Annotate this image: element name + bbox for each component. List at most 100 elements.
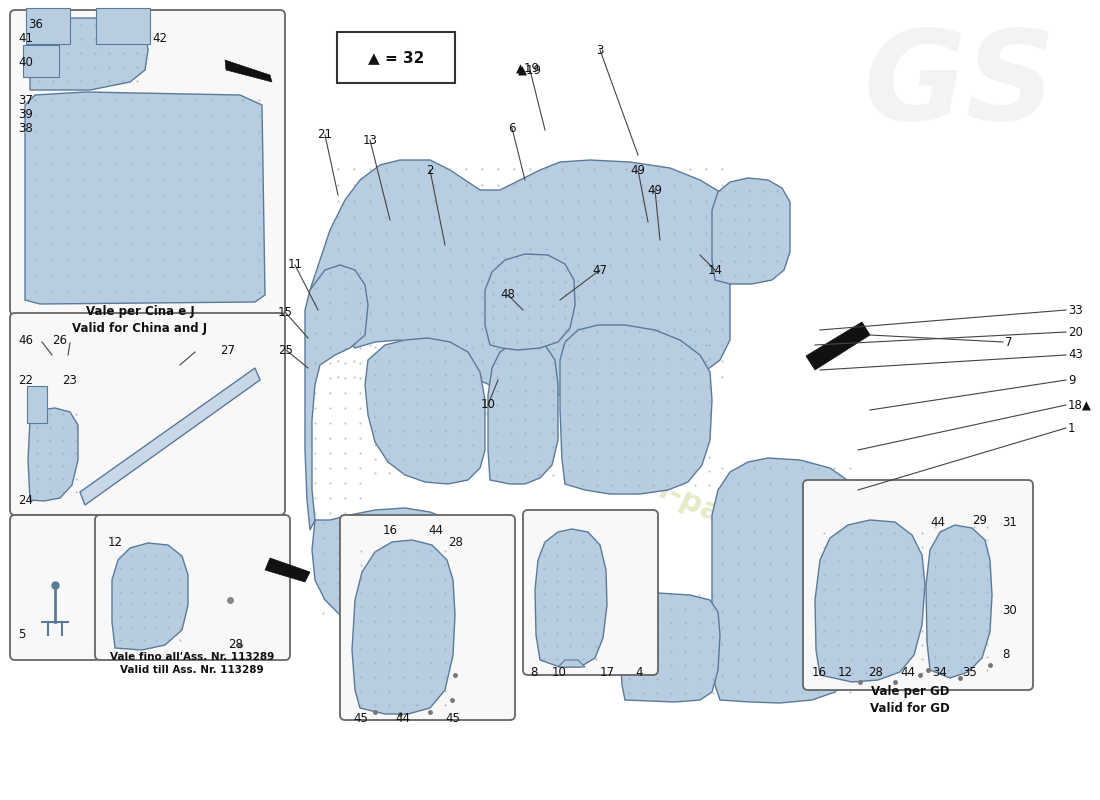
- Text: 5: 5: [18, 629, 25, 642]
- Text: 1: 1: [1068, 422, 1076, 434]
- Text: ▲ = 32: ▲ = 32: [367, 50, 425, 66]
- Text: 44: 44: [428, 523, 443, 537]
- Polygon shape: [80, 368, 260, 505]
- Text: 18▲: 18▲: [1068, 398, 1092, 411]
- Polygon shape: [112, 543, 188, 650]
- Text: 34: 34: [932, 666, 947, 678]
- Text: 4: 4: [635, 666, 642, 678]
- Polygon shape: [815, 520, 925, 682]
- Text: 7: 7: [1005, 335, 1012, 349]
- Text: 43: 43: [1068, 349, 1082, 362]
- Text: 42: 42: [152, 31, 167, 45]
- Text: 28: 28: [228, 638, 243, 651]
- Polygon shape: [28, 408, 78, 501]
- Polygon shape: [305, 265, 369, 530]
- Text: 37: 37: [18, 94, 33, 106]
- Text: 44: 44: [930, 515, 945, 529]
- Text: Vale fino all'Ass. Nr. 113289
Valid till Ass. Nr. 113289: Vale fino all'Ass. Nr. 113289 Valid till…: [110, 652, 274, 675]
- Text: 49: 49: [630, 163, 646, 177]
- Text: classym.ferrari-parts: classym.ferrari-parts: [430, 370, 770, 550]
- Text: 26: 26: [52, 334, 67, 346]
- Text: 45: 45: [353, 711, 367, 725]
- FancyBboxPatch shape: [803, 480, 1033, 690]
- Text: 28: 28: [448, 535, 463, 549]
- Text: 10: 10: [481, 398, 495, 411]
- FancyBboxPatch shape: [337, 32, 455, 83]
- Text: 39: 39: [18, 107, 33, 121]
- Text: 6: 6: [508, 122, 516, 134]
- FancyBboxPatch shape: [10, 313, 285, 515]
- Text: ▲19: ▲19: [516, 62, 540, 74]
- Text: 15: 15: [277, 306, 293, 318]
- Text: 31: 31: [1002, 515, 1016, 529]
- Polygon shape: [712, 458, 858, 703]
- Text: 46: 46: [18, 334, 33, 346]
- Polygon shape: [226, 60, 272, 82]
- Text: 8: 8: [1002, 649, 1010, 662]
- Text: 11: 11: [287, 258, 303, 271]
- Text: 17: 17: [600, 666, 615, 678]
- Polygon shape: [25, 92, 265, 304]
- Text: 44: 44: [395, 711, 410, 725]
- Text: 24: 24: [18, 494, 33, 506]
- Text: 40: 40: [18, 55, 33, 69]
- Text: 2: 2: [427, 163, 433, 177]
- Text: 16: 16: [383, 523, 398, 537]
- Polygon shape: [488, 340, 558, 484]
- FancyBboxPatch shape: [23, 45, 59, 77]
- Text: 38: 38: [18, 122, 33, 134]
- Text: 14: 14: [707, 263, 723, 277]
- Polygon shape: [352, 540, 455, 714]
- Text: 25: 25: [278, 343, 294, 357]
- Polygon shape: [926, 525, 992, 678]
- Text: 27: 27: [220, 343, 235, 357]
- Text: 9: 9: [1068, 374, 1076, 386]
- Text: Vale per Cina e J
Valid for China and J: Vale per Cina e J Valid for China and J: [73, 305, 208, 335]
- Text: 45: 45: [446, 711, 460, 725]
- FancyBboxPatch shape: [96, 8, 150, 44]
- Polygon shape: [558, 660, 585, 667]
- Text: 30: 30: [1002, 603, 1016, 617]
- Text: 3: 3: [596, 43, 604, 57]
- Text: Vale per GD
Valid for GD: Vale per GD Valid for GD: [870, 685, 950, 715]
- Text: 29: 29: [972, 514, 987, 526]
- Text: 12: 12: [108, 535, 123, 549]
- Polygon shape: [712, 178, 790, 284]
- Polygon shape: [806, 322, 870, 370]
- Text: 8: 8: [530, 666, 538, 678]
- Polygon shape: [620, 593, 721, 702]
- Polygon shape: [312, 508, 472, 625]
- Polygon shape: [265, 558, 310, 582]
- FancyBboxPatch shape: [10, 515, 100, 660]
- Text: 28: 28: [868, 666, 883, 678]
- Text: 23: 23: [62, 374, 77, 386]
- Text: 20: 20: [1068, 326, 1082, 338]
- FancyBboxPatch shape: [10, 10, 285, 315]
- Text: 35: 35: [962, 666, 977, 678]
- Text: 44: 44: [900, 666, 915, 678]
- FancyBboxPatch shape: [522, 510, 658, 675]
- FancyBboxPatch shape: [95, 515, 290, 660]
- Polygon shape: [485, 254, 575, 350]
- Text: 16: 16: [812, 666, 827, 678]
- Text: 49: 49: [648, 183, 662, 197]
- FancyBboxPatch shape: [26, 8, 70, 44]
- Polygon shape: [560, 325, 712, 494]
- Text: ▲19: ▲19: [518, 63, 542, 77]
- Text: GS: GS: [864, 25, 1056, 146]
- Text: 13: 13: [363, 134, 377, 146]
- Text: 10: 10: [552, 666, 567, 678]
- Text: 21: 21: [318, 129, 332, 142]
- Text: 22: 22: [18, 374, 33, 386]
- Polygon shape: [30, 18, 148, 90]
- Text: 41: 41: [18, 31, 33, 45]
- Text: 33: 33: [1068, 303, 1082, 317]
- Polygon shape: [310, 160, 730, 395]
- Text: 36: 36: [28, 18, 43, 31]
- Text: 12: 12: [838, 666, 853, 678]
- FancyBboxPatch shape: [28, 386, 47, 423]
- Text: 48: 48: [500, 289, 516, 302]
- Polygon shape: [365, 338, 485, 484]
- Text: 47: 47: [593, 263, 607, 277]
- FancyBboxPatch shape: [340, 515, 515, 720]
